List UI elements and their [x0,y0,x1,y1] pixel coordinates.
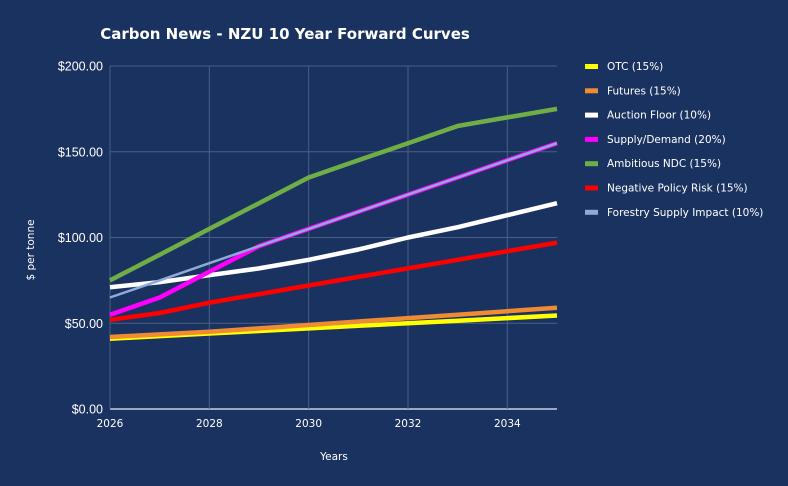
series-line-forestry-supply-impact-10 [109,142,558,299]
legend: OTC (15%) Futures (15%) Auction Floor (10%… [585,61,763,219]
legend-swatch [585,88,598,94]
legend-label: Forestry Supply Impact (10%) [607,207,763,219]
x-tick-label: 2026 [97,418,124,430]
x-tick-label: 2032 [395,418,422,430]
series-line-futures-15 [109,305,558,340]
legend-item[interactable]: Auction Floor (10%) [585,110,711,122]
x-axis-label: Years [319,451,348,463]
x-axis-ticks: 2026 2028 2030 2032 2034 [97,418,521,430]
legend-label: Futures (15%) [607,85,681,97]
legend-swatch [585,161,598,167]
series-line-negative-policy-risk-15 [109,240,558,323]
legend-item[interactable]: Futures (15%) [585,85,681,97]
legend-item[interactable]: OTC (15%) [585,61,663,73]
y-tick-label: $50.00 [65,317,103,331]
legend-swatch [585,209,598,215]
legend-label: Ambitious NDC (15%) [607,158,721,170]
y-tick-label: $150.00 [58,145,103,159]
legend-label: OTC (15%) [607,61,663,73]
legend-label: Negative Policy Risk (15%) [607,183,748,195]
y-axis-ticks: $0.00 $50.00 $100.00 $150.00 $200.00 [58,60,103,417]
y-axis-label: $ per tonne [25,219,37,280]
y-tick-label: $100.00 [58,231,103,245]
grid [109,65,557,410]
legend-swatch [585,64,598,69]
y-tick-label: $0.00 [72,403,103,417]
legend-item[interactable]: Negative Policy Risk (15%) [585,183,748,195]
legend-label: Supply/Demand (20%) [607,134,726,146]
legend-item[interactable]: Supply/Demand (20%) [585,134,726,146]
legend-swatch [585,136,598,142]
legend-swatch [585,185,598,191]
legend-swatch [585,112,598,118]
x-tick-label: 2034 [494,418,521,430]
chart-title: Carbon News - NZU 10 Year Forward Curves [100,25,470,43]
series-line-auction-floor-10 [109,201,558,290]
x-tick-label: 2028 [196,418,223,430]
legend-label: Auction Floor (10%) [607,110,711,122]
series-lines [108,106,558,341]
x-tick-label: 2030 [295,418,322,430]
y-tick-label: $200.00 [58,60,103,74]
legend-item[interactable]: Ambitious NDC (15%) [585,158,721,170]
series-line-ambitious-ndc-15 [108,106,558,283]
legend-item[interactable]: Forestry Supply Impact (10%) [585,207,763,219]
